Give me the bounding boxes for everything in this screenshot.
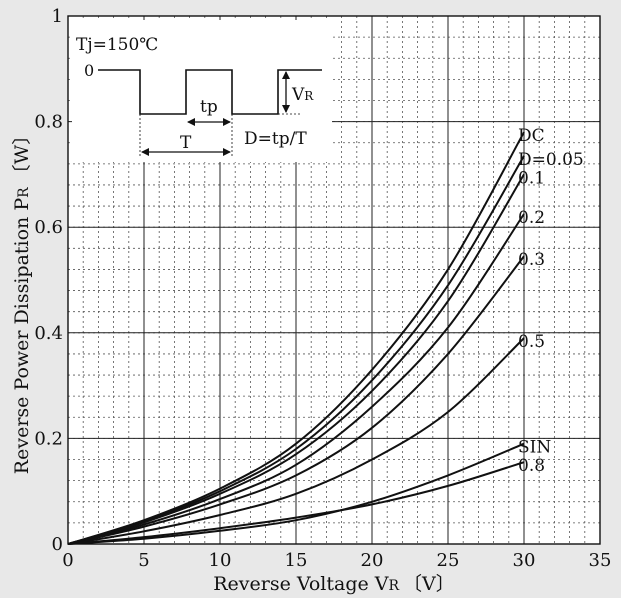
curve-line — [67, 155, 525, 545]
series-label: 0.1 — [518, 168, 545, 188]
inset-condition: Tj=150℃ — [76, 35, 158, 55]
curve-line — [67, 213, 525, 545]
x-tick-label: 30 — [513, 550, 536, 571]
curve-line — [67, 173, 525, 545]
curve-line — [67, 255, 525, 545]
inset-background — [72, 20, 332, 162]
y-axis-label-sub: R — [16, 187, 32, 198]
curve-line — [67, 442, 525, 545]
inset-tp-arrowhead-right — [223, 118, 231, 126]
inset-zero-label: 0 — [84, 61, 94, 80]
x-axis-label: Reverse Voltage VR 〔V〕 — [213, 573, 455, 595]
series-label: 0.2 — [518, 208, 545, 228]
curve-line — [67, 461, 525, 545]
series-label: 0.8 — [518, 456, 545, 476]
x-tick-label: 25 — [437, 550, 460, 571]
inset-T-arrowhead-right — [223, 148, 231, 156]
x-tick-label: 15 — [285, 550, 308, 571]
curves — [67, 131, 525, 545]
series-label: SIN — [518, 438, 551, 458]
y-axis-label-unit: 〔W〕 — [11, 126, 33, 184]
inset-vr-main: V — [291, 85, 305, 105]
inset-duty-label: D=tp/T — [244, 129, 307, 149]
x-tick-label: 0 — [62, 550, 73, 571]
inset-T-arrowhead-left — [141, 148, 149, 156]
x-tick-label: 10 — [209, 550, 232, 571]
inset-vr-label: VR — [291, 85, 314, 105]
curve-line — [67, 131, 525, 545]
series-label: 0.3 — [518, 250, 545, 270]
series-label: 0.5 — [518, 332, 545, 352]
waveform-inset: Tj=150℃ 0 VR tp T D=tp/T — [72, 20, 332, 162]
inset-waveform — [98, 69, 322, 115]
x-axis-label-sub: R — [389, 578, 400, 594]
series-label: DC — [518, 126, 545, 146]
plot-frame — [67, 15, 601, 545]
y-tick-label: 0 — [52, 534, 63, 555]
x-tick-label: 20 — [361, 550, 384, 571]
y-tick-label: 0.4 — [34, 323, 63, 344]
y-axis-label-main: Reverse Power Dissipation P — [11, 198, 33, 475]
y-axis-label: Reverse Power Dissipation PR 〔W〕 — [11, 126, 33, 474]
x-tick-label: 5 — [138, 550, 149, 571]
x-axis-label-unit: 〔V〕 — [403, 573, 455, 595]
x-tick-label: 35 — [589, 550, 612, 571]
inset-tp-label: tp — [200, 97, 218, 117]
inset-vr-sub: R — [304, 89, 314, 103]
y-tick-label: 0.6 — [34, 217, 63, 238]
x-axis-label-main: Reverse Voltage V — [213, 573, 389, 595]
y-tick-label: 0.8 — [34, 112, 63, 133]
inset-tp-arrowhead-left — [187, 118, 195, 126]
curve-line — [67, 337, 525, 545]
inset-vr-arrowhead-up — [282, 71, 290, 79]
tick-labels: 0 5 10 15 20 25 30 35 0 0.2 0.4 0.6 0.8 1 — [34, 6, 611, 571]
y-tick-label: 1 — [52, 6, 63, 27]
inset-T-label: T — [180, 133, 192, 153]
series-label: D=0.05 — [518, 150, 584, 170]
inset-vr-arrowhead-down — [282, 105, 290, 113]
y-tick-label: 0.2 — [34, 428, 63, 449]
